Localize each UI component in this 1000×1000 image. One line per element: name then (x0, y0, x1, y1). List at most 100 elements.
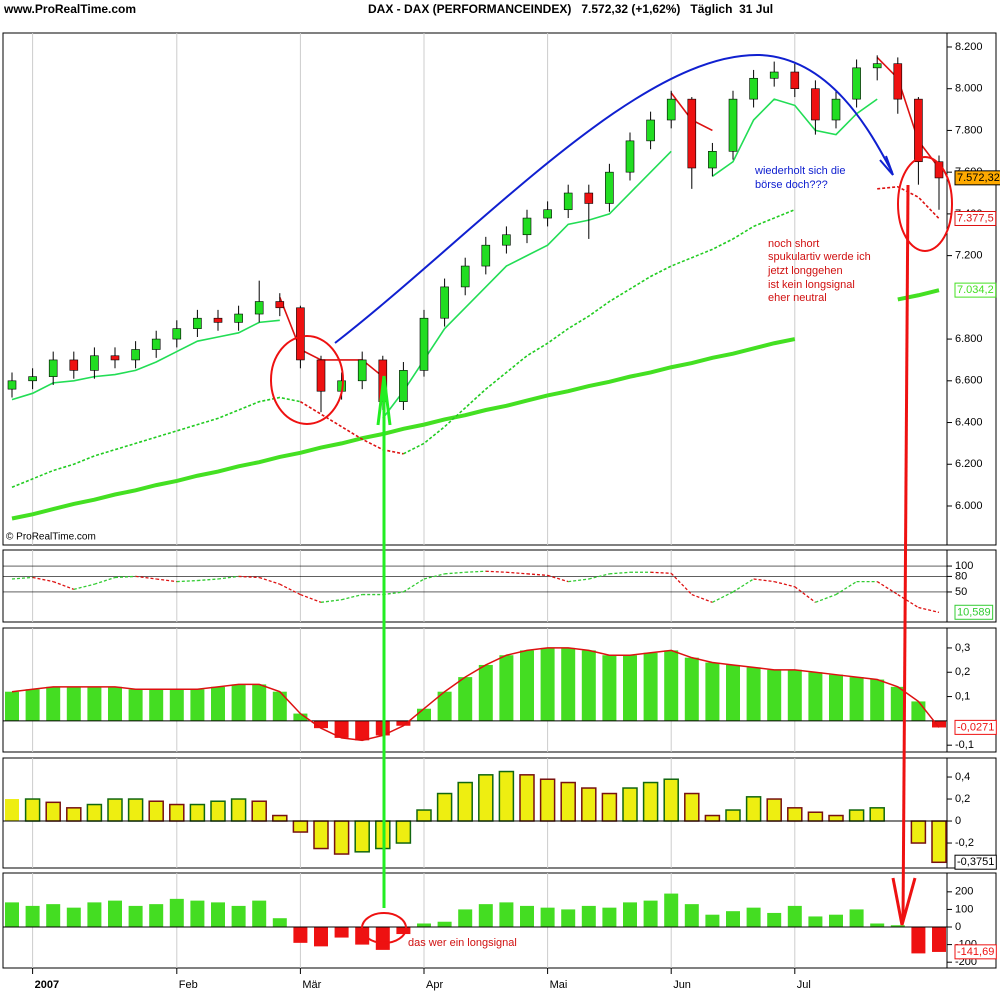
bar (829, 674, 843, 721)
annotation: jetzt longgehen (767, 265, 843, 277)
bar (5, 691, 19, 721)
line-segment (73, 583, 95, 590)
line-segment (320, 599, 342, 603)
bar (375, 927, 390, 950)
candle-body (234, 313, 243, 323)
bar (766, 798, 782, 822)
bar (46, 904, 61, 928)
y-tick-label: 100 (955, 903, 973, 915)
candle-body (357, 359, 367, 382)
candle-body (831, 98, 841, 121)
y-tick-label: 200 (955, 886, 973, 898)
y-tick-label: 8.200 (955, 41, 983, 53)
bar (787, 669, 802, 721)
y-tick-label: 6.800 (955, 333, 983, 345)
candle-body (605, 171, 614, 204)
value-label: -0,0271 (957, 721, 994, 733)
bar (396, 927, 411, 935)
arrowhead (376, 375, 392, 426)
candle-body (213, 317, 223, 323)
candle-body (502, 234, 511, 246)
bar (395, 820, 412, 844)
line-segment (547, 574, 569, 583)
line-segment (300, 593, 322, 603)
annotation-red: noch short spukulartiv werde ich jetzt l… (767, 238, 871, 304)
bar (890, 925, 905, 928)
bar (149, 689, 164, 721)
signal-line (11, 647, 940, 742)
bar (643, 900, 658, 928)
source: www.ProRealTime.com (3, 2, 136, 16)
bar (704, 814, 721, 822)
candle-body (460, 265, 470, 288)
bar (478, 774, 494, 822)
axis-frame (946, 627, 997, 753)
bar (581, 787, 597, 822)
axis-frame (946, 872, 997, 969)
bar (520, 905, 534, 928)
bar (601, 792, 618, 822)
bar (519, 774, 535, 822)
line-segment (444, 571, 466, 575)
bar (210, 800, 226, 822)
candle-body (728, 98, 738, 152)
bar (642, 781, 659, 822)
y-tick-label: 6.600 (955, 375, 983, 387)
bar (333, 820, 350, 855)
bar (293, 927, 308, 943)
annotation-blue: wiederholt sich die börse doch??? (754, 165, 846, 191)
y-tick-label: 0,2 (955, 666, 970, 678)
bar (314, 720, 328, 729)
line-segment (691, 593, 713, 603)
x-tick-label: 2007 (35, 979, 59, 991)
line-segment (835, 581, 857, 596)
line-segment (382, 591, 404, 596)
line-segment (403, 578, 425, 593)
bar (107, 798, 123, 822)
candle-body (790, 71, 800, 90)
bar (437, 691, 452, 721)
bar (561, 909, 576, 928)
bar (932, 720, 946, 728)
bar (127, 798, 144, 822)
line-segment (238, 575, 260, 579)
y-tick-label: -0,1 (955, 739, 974, 751)
value-label: 7.572,32 (957, 172, 1000, 184)
candle-body (316, 359, 326, 392)
line-segment (11, 576, 33, 580)
bar (230, 798, 247, 822)
line-segment (217, 575, 239, 580)
x-tick-label: Mär (302, 979, 321, 991)
circle (270, 335, 344, 425)
bar (931, 820, 947, 864)
line-segment (712, 591, 734, 603)
x-tick-label: Jun (673, 979, 691, 991)
line-segment (609, 571, 631, 575)
bar (808, 916, 823, 928)
line-series (11, 98, 878, 419)
annotation: noch short (768, 238, 819, 250)
x-tick-label: Mai (550, 979, 568, 991)
value-label: -0,3751 (957, 856, 994, 868)
line-segment (114, 575, 136, 579)
bar (190, 689, 205, 721)
candle-body (172, 328, 182, 340)
bar (498, 770, 515, 822)
bar (458, 909, 473, 928)
bar (66, 807, 82, 822)
line-segment (774, 580, 795, 588)
y-tick-label: 6.000 (955, 500, 983, 512)
line-segment (341, 593, 363, 601)
line-segment (485, 570, 507, 573)
bar (211, 902, 225, 928)
y-tick-label: 50 (955, 586, 967, 598)
bar (726, 664, 740, 721)
bar (25, 689, 40, 721)
candle-body (131, 349, 140, 361)
line-segment (568, 578, 589, 583)
bar (189, 803, 206, 822)
y-tick-label: 7.200 (955, 250, 983, 262)
